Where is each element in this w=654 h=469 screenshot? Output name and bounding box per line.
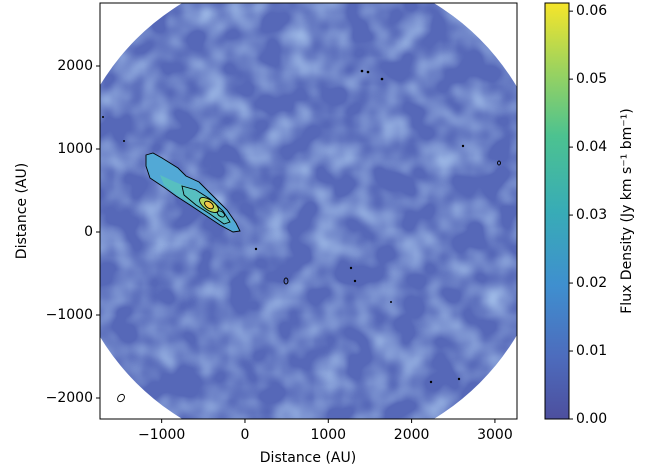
- colorbar: [544, 2, 570, 420]
- colorbar-tick-label: 0.00: [576, 411, 607, 427]
- colorbar-tick-label: 0.04: [576, 139, 607, 155]
- y-tick-label: 0: [84, 224, 93, 240]
- noise-contours: [102, 69, 501, 403]
- x-tick-label: 3000: [477, 427, 513, 443]
- image: [100, 3, 517, 419]
- colorbar-tick-label: 0.02: [576, 275, 607, 291]
- y-tick-label: −1000: [46, 307, 93, 323]
- x-tick-label: 2000: [394, 427, 430, 443]
- x-tick-label: 1000: [310, 427, 346, 443]
- colorbar-label: Flux Density (Jy km s⁻¹ bm⁻¹): [619, 108, 635, 313]
- colorbar-tick-label: 0.06: [576, 3, 607, 19]
- y-tick-label: −2000: [46, 390, 93, 406]
- x-tick-label: −1000: [138, 427, 185, 443]
- colorbar-tick-label: 0.05: [576, 71, 607, 87]
- y-tick-label: 2000: [57, 58, 93, 74]
- colorbar-tick-label: 0.03: [576, 207, 607, 223]
- x-axis-label: Distance (AU): [260, 450, 356, 466]
- noise: [100, 3, 517, 419]
- y-tick-label: 1000: [57, 141, 93, 157]
- plot-frame: [99, 2, 518, 420]
- source: [145, 152, 241, 233]
- y-axis-label: Distance (AU): [14, 163, 30, 259]
- x-tick-label: 0: [241, 427, 250, 443]
- colorbar-tick-label: 0.01: [576, 343, 607, 359]
